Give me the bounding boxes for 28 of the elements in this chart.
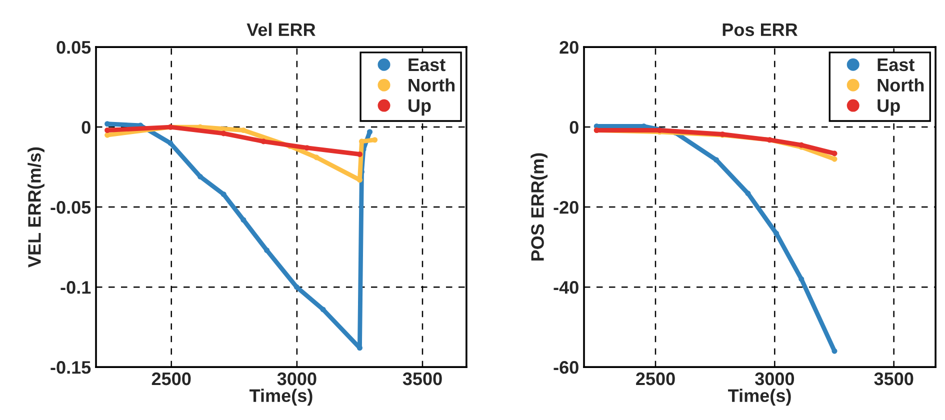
legend-label: North <box>878 78 924 92</box>
x-axis-title: Time(s) <box>728 388 791 406</box>
y-tick-label: 0.05 <box>56 40 91 54</box>
chart-title: Pos ERR <box>722 24 798 36</box>
chart-title: Vel ERR <box>246 22 316 36</box>
x-axis-title: Time(s) <box>249 388 312 406</box>
legend-label: Up <box>408 99 431 116</box>
y-tick-label: 0 <box>82 120 90 134</box>
x-tick-label: 3000 <box>755 372 794 386</box>
y-axis-title: POS ERR(m) <box>530 153 548 261</box>
x-tick-label: 3500 <box>402 372 442 386</box>
y-tick-label: -0.1 <box>60 281 91 294</box>
y-tick-label: 0 <box>570 120 578 134</box>
x-tick-label: 3500 <box>874 372 914 386</box>
x-tick-label: 3000 <box>277 372 316 386</box>
y-tick-label: 20 <box>560 40 578 54</box>
legend-label: East <box>408 58 446 72</box>
y-axis-title: VEL ERR(m/s) <box>28 147 44 268</box>
x-tick-label: 2500 <box>636 372 675 386</box>
y-tick-label: -0.15 <box>50 361 91 374</box>
x-tick-label: 2500 <box>152 372 191 386</box>
y-tick-label: -60 <box>554 361 578 374</box>
y-tick-label: -40 <box>554 281 578 294</box>
legend-label: Up <box>878 99 900 116</box>
y-tick-label: -0.05 <box>50 200 91 214</box>
legend-label: East <box>878 58 914 72</box>
y-tick-label: -20 <box>554 200 578 214</box>
legend-label: North <box>408 78 454 92</box>
